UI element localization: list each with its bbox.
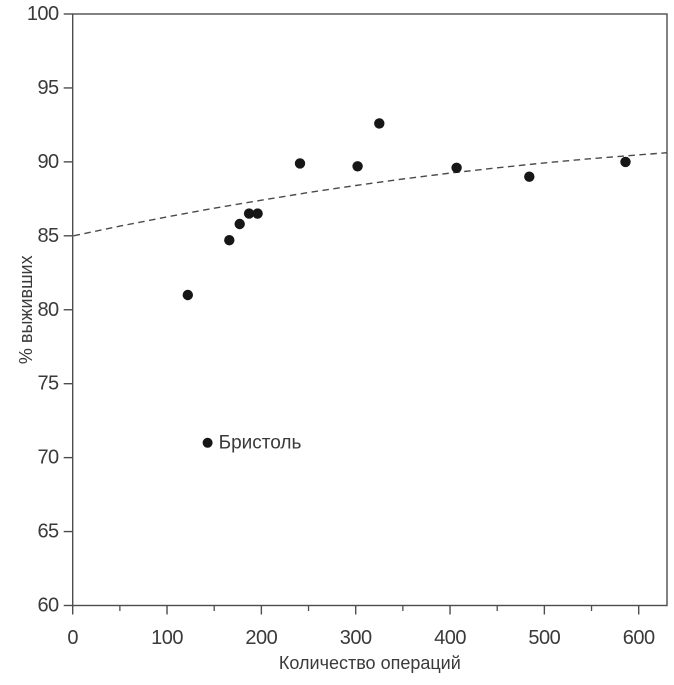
data-point: [620, 156, 631, 168]
y-axis-tick-label: 85: [37, 225, 59, 247]
y-axis-tick-label: 65: [37, 521, 59, 543]
x-axis-tick-label: 600: [623, 627, 655, 649]
data-point: [234, 218, 245, 230]
x-axis-tick-label: 200: [245, 627, 277, 649]
data-point: [252, 208, 263, 219]
y-axis-tick-label: 75: [37, 373, 59, 395]
trend-line: [73, 152, 668, 237]
data-point: [352, 161, 363, 172]
y-axis-tick-label: 90: [37, 151, 59, 173]
data-point: [224, 235, 235, 246]
data-point: [451, 162, 462, 173]
annotated-data-point: [202, 437, 213, 448]
data-point: [182, 289, 193, 301]
annotated-point-label: Бристоль: [219, 432, 302, 453]
y-axis-tick-label: 70: [37, 447, 59, 469]
data-point: [374, 118, 385, 129]
y-axis-tick-label: 80: [37, 299, 59, 321]
data-point: [243, 208, 255, 219]
x-axis-tick-label: 100: [151, 627, 183, 649]
plot-border: [71, 13, 668, 607]
x-axis-tick-label: 0: [67, 627, 78, 649]
y-axis-tick-label: 60: [37, 595, 59, 617]
x-axis-tick-label: 500: [528, 627, 560, 649]
x-axis-title: Количество операций: [279, 653, 461, 673]
y-axis-tick-label: 95: [37, 77, 59, 99]
x-axis-tick-label: 400: [434, 627, 466, 649]
data-point: [524, 171, 535, 182]
x-axis-tick-label: 300: [340, 627, 372, 649]
y-axis-title: % выживших: [16, 255, 36, 364]
y-axis-tick-label: 100: [27, 3, 59, 25]
data-point: [294, 158, 306, 169]
